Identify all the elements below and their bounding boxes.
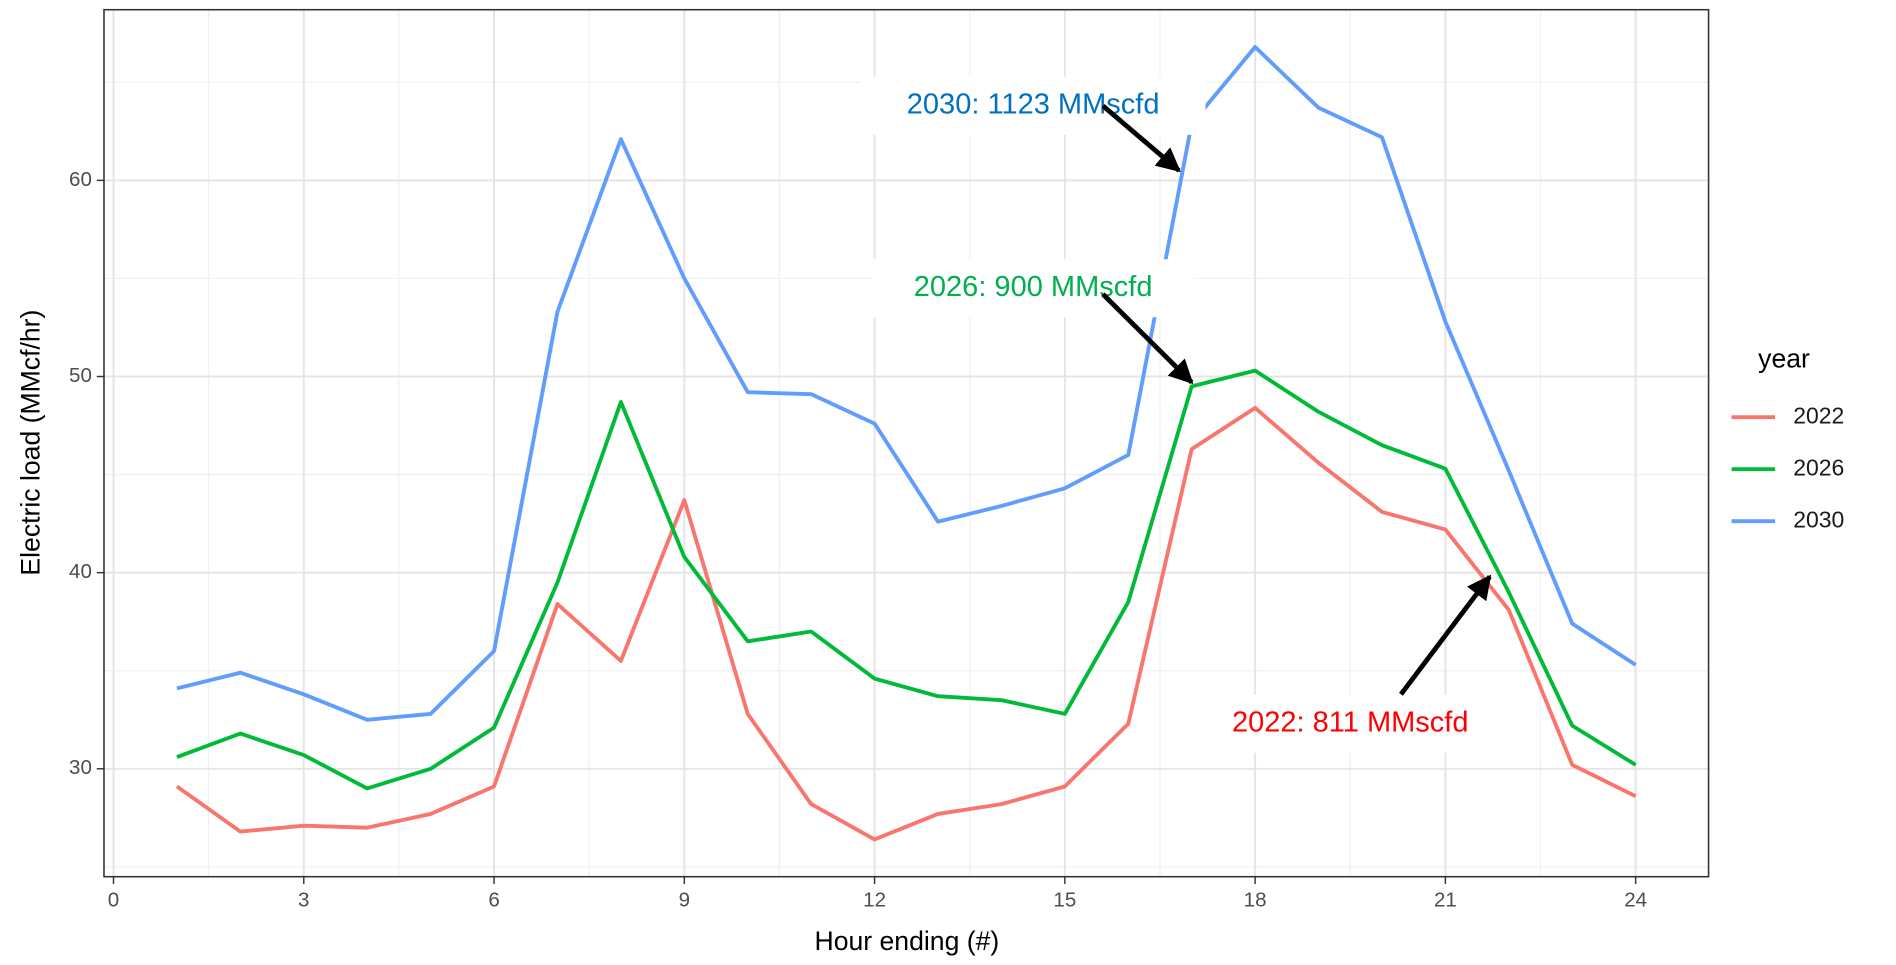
y-tick-label: 30 xyxy=(69,756,92,779)
x-tick-label: 6 xyxy=(488,888,499,911)
annotation-bg xyxy=(1190,694,1511,753)
x-tick-label: 21 xyxy=(1434,888,1457,911)
axes: 0 3 6 9 12 15 18 21 24 30 40 50 60 xyxy=(69,168,1647,912)
annotations: 2030: 1123 MMscfd 2026: 900 MMscfd 2022: 8… xyxy=(860,76,1511,753)
legend-label: 2030 xyxy=(1793,506,1844,532)
x-tick-label: 9 xyxy=(679,888,690,911)
x-tick-label: 0 xyxy=(108,888,119,911)
y-tick-label: 50 xyxy=(69,364,92,387)
annotation-text: 2026: 900 MMscfd xyxy=(914,271,1153,303)
lines xyxy=(175,45,1637,842)
annotation-text: 2022: 811 MMscfd xyxy=(1232,706,1469,738)
annotation-arrow xyxy=(1399,574,1492,696)
series-line xyxy=(176,368,1637,791)
y-tick-label: 40 xyxy=(69,560,92,583)
x-tick-label: 24 xyxy=(1624,888,1647,911)
series-line xyxy=(175,405,1637,842)
x-axis-title: Hour ending (#) xyxy=(814,926,999,956)
x-tick-label: 15 xyxy=(1053,888,1076,911)
x-tick-label: 12 xyxy=(863,888,886,911)
x-tick-label: 3 xyxy=(298,888,309,911)
annotation-bg xyxy=(872,259,1194,318)
legend-title: year xyxy=(1758,343,1810,373)
x-tick-label: 18 xyxy=(1244,888,1267,911)
series-line xyxy=(176,45,1637,722)
legend-label: 2026 xyxy=(1793,454,1844,480)
annotation-arrow xyxy=(1101,103,1181,173)
y-tick-label: 60 xyxy=(69,168,92,191)
panel-border xyxy=(103,8,1710,878)
legend-label: 2022 xyxy=(1793,402,1844,428)
annotation-text: 2030: 1123 MMscfd xyxy=(907,88,1160,120)
legend: year 2022 2026 2030 xyxy=(1731,343,1844,532)
y-axis-title: Electric load (MMcf/hr) xyxy=(16,310,46,576)
annotation-bg xyxy=(860,76,1206,135)
annotation-arrow xyxy=(1101,292,1194,385)
